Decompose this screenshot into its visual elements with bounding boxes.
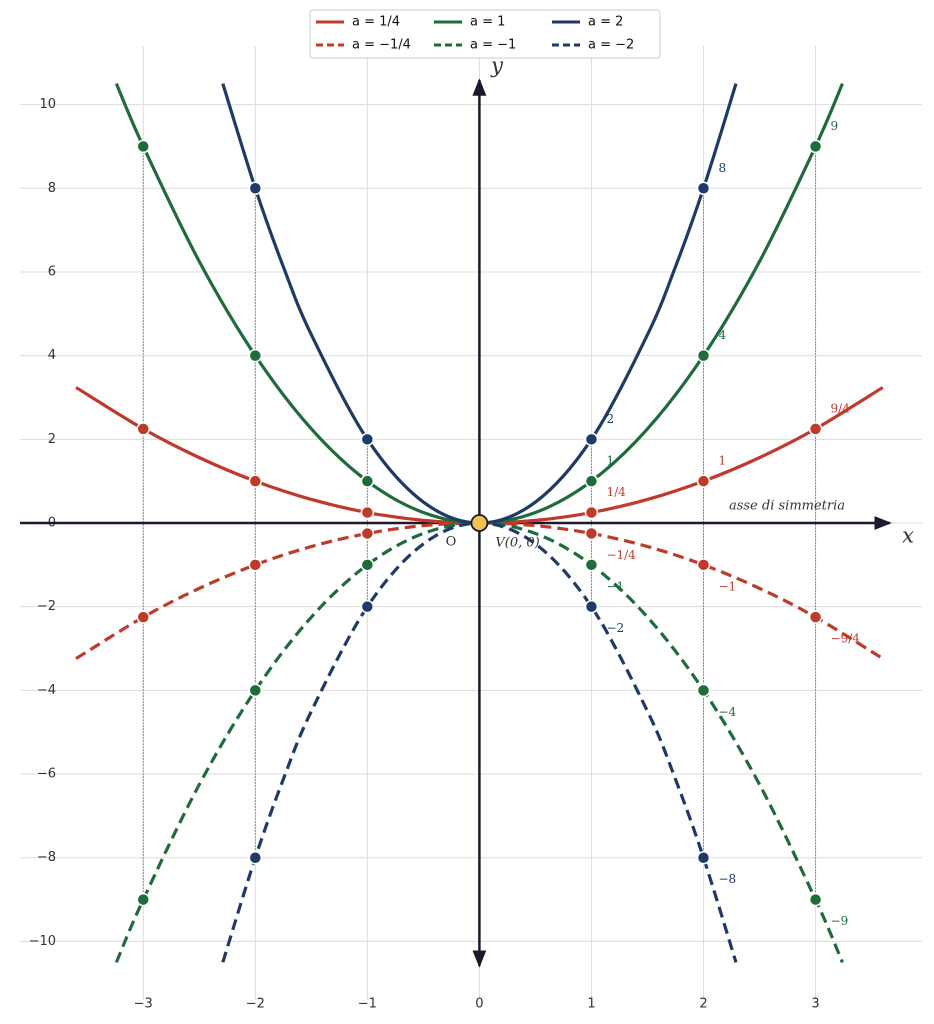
x-tick-label: −2 [246, 997, 265, 1012]
point [248, 181, 263, 196]
y-tick-label: 2 [48, 432, 56, 447]
y-tick-label: −2 [37, 599, 56, 614]
x-tick-label: 2 [699, 997, 707, 1012]
point [136, 892, 151, 907]
point [136, 422, 151, 436]
point [584, 474, 599, 488]
y-tick-label: 8 [48, 181, 56, 196]
point [360, 526, 375, 541]
point-label: 8 [719, 161, 727, 175]
x-tick-label: 0 [475, 997, 483, 1012]
point [360, 558, 375, 572]
vertex-label: V(0, 0) [495, 536, 539, 551]
point [248, 850, 263, 865]
vertex [470, 514, 489, 532]
point [584, 505, 599, 520]
point [808, 610, 823, 624]
point-label: 4 [719, 328, 727, 342]
point [136, 139, 151, 154]
point [696, 683, 711, 698]
point-label: 1/4 [606, 485, 626, 499]
legend-label: a = 2 [588, 15, 623, 30]
point-label: −1 [719, 579, 737, 593]
point [584, 526, 599, 541]
point-label: −1 [606, 579, 624, 593]
y-axis-label: y [490, 54, 504, 78]
point [360, 599, 375, 614]
point [248, 558, 263, 572]
point-label: 9 [831, 119, 839, 133]
x-axis-label: x [902, 524, 914, 548]
point [248, 474, 263, 488]
point [808, 422, 823, 436]
x-tick-label: −1 [358, 997, 377, 1012]
point-label: −2 [606, 621, 624, 635]
legend-label: a = 1 [470, 15, 505, 30]
point [360, 505, 375, 520]
point [808, 139, 823, 154]
y-tick-label: 4 [48, 348, 56, 363]
point-label: 1 [719, 454, 727, 468]
point [696, 181, 711, 196]
legend-label: a = −2 [588, 38, 634, 53]
point-label: −9/4 [831, 632, 861, 646]
markers: 1/4 1 9/4 −1/4 −1 −9/4 1 4 9 −1 −4 −9 2 8 −2 −8 V(0, 0) [136, 119, 861, 928]
point [696, 558, 711, 572]
legend-label: a = −1/4 [352, 38, 411, 53]
point [360, 474, 375, 488]
y-tick-label: 6 [48, 264, 56, 279]
point [696, 348, 711, 363]
point-label: −9 [831, 914, 849, 928]
point-label: 2 [606, 412, 614, 426]
annotation: asse di simmetria [729, 499, 845, 514]
point [696, 474, 711, 488]
origin-label: O [446, 535, 457, 550]
y-tick-label: −8 [37, 850, 56, 865]
point-label: −4 [719, 705, 737, 719]
legend: a = 1/4 a = −1/4 a = 1 a = −1 a = 2 a = −2 [309, 9, 661, 59]
point [248, 683, 263, 698]
x-tick-label: 3 [811, 997, 819, 1012]
point [584, 558, 599, 572]
y-tick-label: −6 [37, 767, 56, 782]
x-tick-label: 1 [587, 997, 595, 1012]
y-tick-label: −10 [29, 934, 56, 949]
guides [142, 146, 817, 900]
legend-label: a = −1 [470, 38, 516, 53]
x-tick-label: −3 [134, 997, 153, 1012]
y-tick-label: −4 [37, 683, 56, 698]
point [360, 432, 375, 447]
point-label: 9/4 [831, 401, 851, 415]
point [248, 348, 263, 363]
point [584, 432, 599, 447]
y-tick-label: 10 [39, 97, 56, 112]
legend-label: a = 1/4 [352, 15, 400, 30]
point [696, 850, 711, 865]
point [808, 892, 823, 907]
point [136, 610, 151, 624]
point [584, 599, 599, 614]
point-label: −8 [719, 872, 737, 886]
point-label: −1/4 [606, 548, 636, 562]
point-label: 1 [606, 454, 614, 468]
